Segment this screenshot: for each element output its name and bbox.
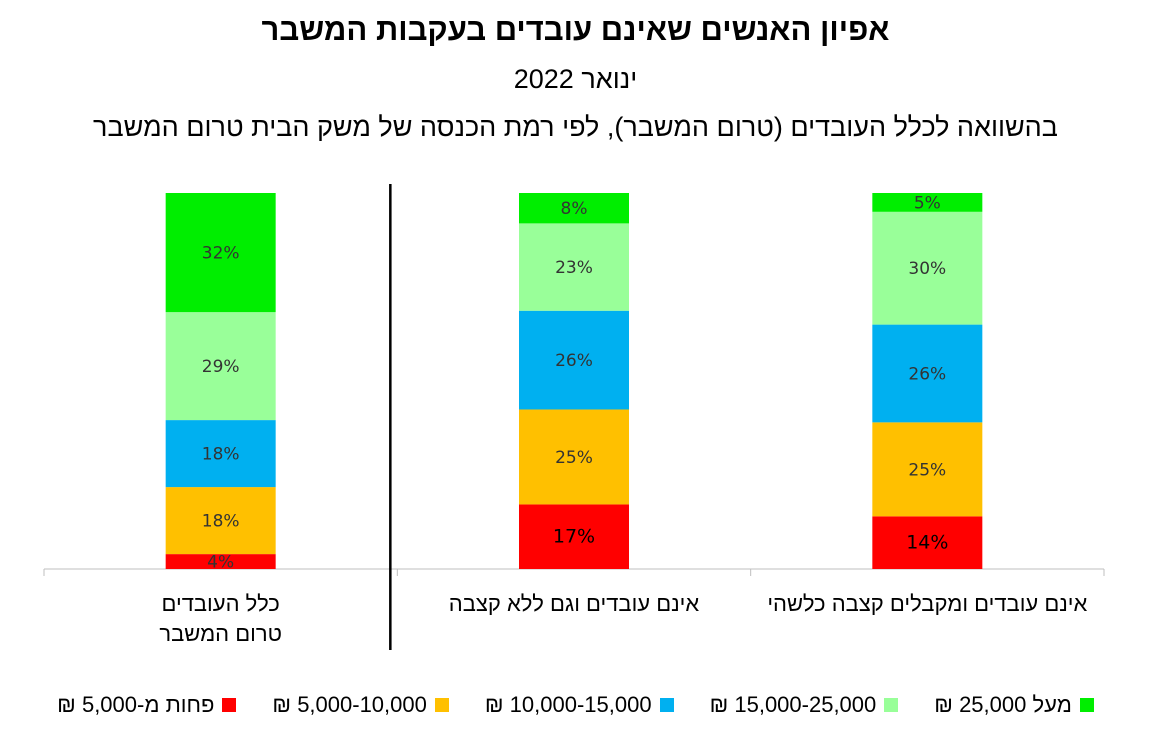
legend-item: פחות מ-5,000 ₪ [57, 692, 237, 718]
data-label: 29% [202, 357, 240, 377]
bar-segment [519, 223, 629, 311]
data-label: 14% [906, 532, 948, 554]
data-label: 18% [202, 512, 240, 532]
data-label: 26% [908, 364, 946, 384]
bar-segment [519, 409, 629, 505]
bar-segment [872, 422, 983, 517]
data-label: 17% [553, 526, 595, 548]
category-label: כלל העובדים [162, 591, 280, 616]
bar-segment [165, 487, 276, 555]
data-label: 25% [908, 460, 946, 480]
legend-swatch [1079, 698, 1094, 712]
bar-segment [519, 193, 629, 224]
chart-legend: מעל 25,000 ₪ 15,000-25,000 ₪ 10,000-15,000… [0, 692, 1151, 718]
data-label: 4% [207, 553, 234, 573]
bar-segment [165, 554, 276, 569]
bar-segment [519, 504, 629, 569]
category-label: אינם עובדים וגם ללא קצבה [449, 591, 700, 616]
bar-segment [872, 516, 983, 569]
bar-segment [165, 312, 276, 421]
bar-segment [872, 193, 983, 212]
category-label: אינם עובדים ומקבלים קצבה כלשהי [767, 591, 1087, 616]
data-label: 23% [555, 258, 593, 278]
legend-item: 5,000-10,000 ₪ [272, 692, 449, 718]
legend-swatch [434, 698, 449, 712]
stacked-bar-chart: 14% 25% 26% 30% 5% אינם עובדים ומקבלים קצבה כ… [43, 184, 1105, 650]
legend-item: 15,000-25,000 ₪ [710, 692, 899, 718]
chart-subtitle-comparison: בהשוואה לכלל העובדים (טרום המשבר), לפי ר… [93, 112, 1058, 142]
category-label: טרום המשבר [159, 621, 282, 646]
bar-segment [872, 324, 983, 423]
data-label: 32% [202, 244, 240, 264]
legend-label: 10,000-15,000 ₪ [484, 692, 652, 717]
legend-item: מעל 25,000 ₪ [934, 692, 1094, 718]
bar-segment [872, 211, 983, 325]
legend-label: 15,000-25,000 ₪ [709, 692, 877, 717]
bar-segment [519, 310, 629, 410]
bar-segment [165, 420, 276, 488]
chart-title: אפיון האנשים שאינם עובדים בעקבות המשבר [261, 12, 890, 47]
legend-label: פחות מ-5,000 ₪ [57, 692, 215, 717]
bar-segment [165, 193, 276, 313]
data-label: 25% [555, 448, 593, 468]
data-label: 5% [914, 193, 941, 213]
legend-item: 10,000-15,000 ₪ [485, 692, 674, 718]
legend-swatch [222, 698, 237, 712]
legend-swatch [659, 698, 674, 712]
data-label: 30% [908, 259, 946, 279]
legend-swatch [884, 698, 899, 712]
data-label: 8% [561, 199, 588, 219]
legend-label: 5,000-10,000 ₪ [272, 692, 427, 717]
legend-label: מעל 25,000 ₪ [934, 692, 1072, 717]
data-label: 18% [202, 445, 240, 465]
chart-subtitle: ינואר 2022 [513, 64, 638, 94]
data-label: 26% [555, 351, 593, 371]
